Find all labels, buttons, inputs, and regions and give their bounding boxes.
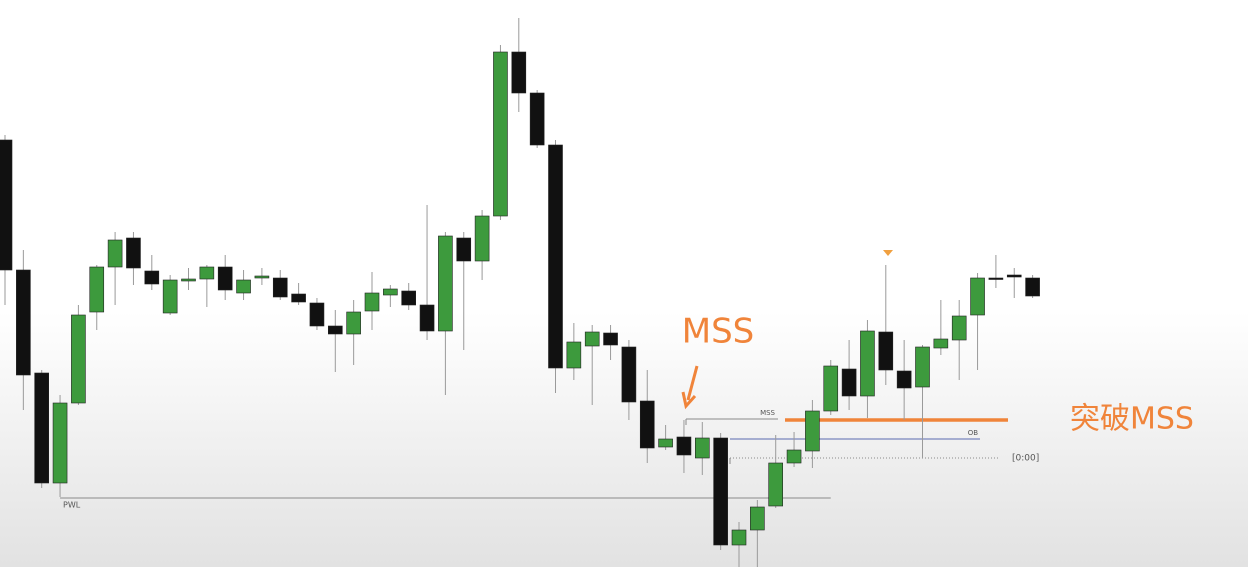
candle-down (713, 437, 728, 546)
candle-down (34, 372, 50, 484)
candle-up (52, 402, 68, 484)
candle-down (621, 346, 637, 403)
candle-up (915, 346, 930, 388)
candle-down (126, 237, 141, 269)
candle-up (474, 215, 490, 262)
candle-down (327, 325, 343, 335)
candle-up (438, 235, 453, 332)
candle-down (456, 237, 472, 262)
candle-up (786, 449, 802, 464)
candle-down (401, 290, 417, 306)
candle-down (1006, 274, 1022, 278)
candle-down (309, 302, 325, 327)
candle-down (988, 277, 1004, 280)
candle-up (805, 410, 820, 452)
candle-up (199, 266, 215, 280)
candle-up (694, 437, 710, 459)
candle-down (548, 144, 563, 369)
level-label: [0:00] (1012, 454, 1039, 464)
candle-up (236, 279, 251, 294)
candle-up (364, 292, 380, 312)
annotation-arrow (681, 365, 699, 410)
candle-down (1025, 277, 1040, 297)
candle-down (676, 436, 692, 456)
candle-up (89, 266, 105, 313)
candle-down (511, 51, 527, 94)
candle-up (493, 51, 508, 217)
candle-up (731, 529, 747, 546)
candle-up (860, 330, 875, 397)
candle-up (933, 338, 949, 349)
candle-down (217, 266, 233, 291)
candle-down (419, 304, 435, 332)
candle-up (658, 438, 673, 448)
candle-down (896, 370, 912, 389)
candle-up (584, 331, 600, 347)
level-label: PWL (63, 501, 81, 510)
candle-up (107, 239, 123, 268)
candle-down (603, 332, 618, 346)
candle-down (841, 368, 857, 397)
candle-down (529, 92, 545, 146)
level-label: MSS (760, 409, 775, 417)
candle-up (768, 462, 784, 507)
candle-up (346, 311, 361, 335)
candle-up (970, 277, 985, 316)
candle-up (750, 506, 765, 531)
level-label: OB (968, 429, 979, 437)
candle-up (254, 275, 270, 279)
candle-down (144, 270, 160, 285)
candle-up (181, 278, 196, 282)
candle-up (71, 314, 86, 404)
candle-up (823, 365, 839, 412)
signal-marker (883, 250, 893, 256)
candle-up (383, 288, 398, 296)
candle-down (0, 139, 13, 271)
candle-up (566, 341, 582, 369)
level-label: 突破MSS (1070, 402, 1194, 437)
candle-up (162, 279, 178, 314)
candle-down (639, 400, 655, 449)
annotation: MSS (682, 312, 755, 352)
candle-down (291, 293, 306, 303)
candle-down (878, 331, 894, 371)
candle-down (272, 277, 288, 298)
candle-down (16, 269, 31, 376)
candle-up (951, 315, 967, 341)
